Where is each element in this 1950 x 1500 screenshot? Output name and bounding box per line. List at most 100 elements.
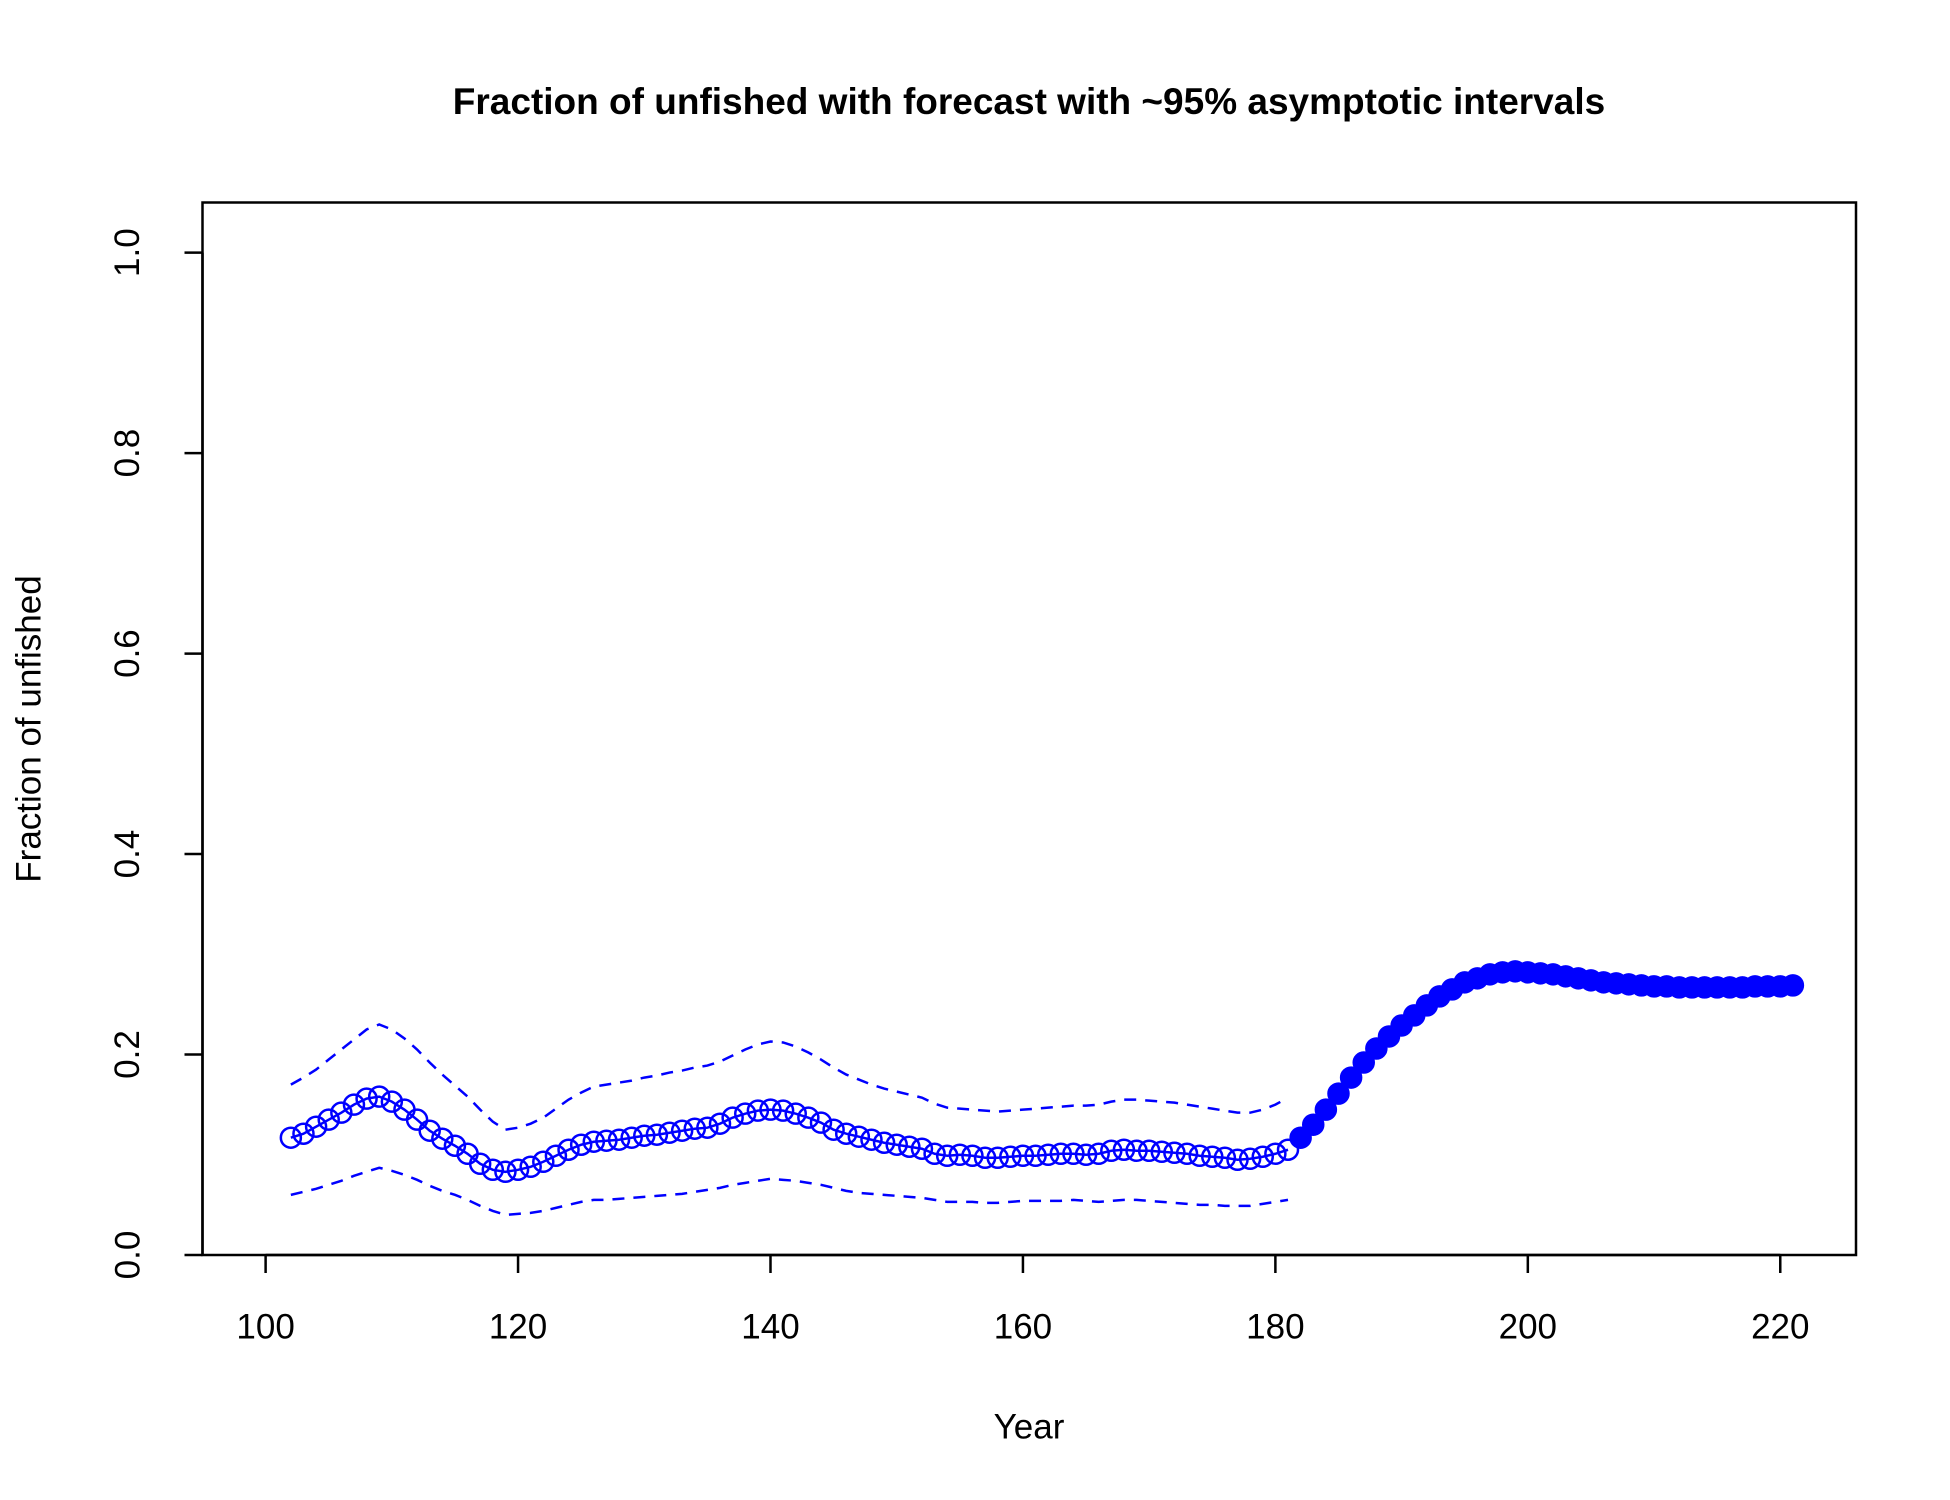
y-tick-label: 0.2 — [108, 1030, 147, 1079]
point-open — [872, 1131, 896, 1154]
point-open — [973, 1146, 997, 1170]
point-open — [645, 1123, 669, 1146]
point-open — [948, 1143, 972, 1167]
point-open — [1036, 1143, 1060, 1167]
point-open — [1125, 1139, 1148, 1163]
point-open — [898, 1135, 921, 1158]
point-open — [443, 1134, 467, 1157]
x-tick-label: 100 — [236, 1307, 294, 1346]
point-open — [481, 1158, 505, 1182]
point-open — [342, 1093, 366, 1116]
point-open — [923, 1142, 946, 1166]
point-open — [721, 1106, 744, 1129]
point-open — [330, 1101, 353, 1124]
point-open — [1137, 1139, 1161, 1163]
point-open — [1062, 1142, 1085, 1166]
point-filled — [1352, 1051, 1375, 1074]
interval-line — [290, 1166, 1289, 1217]
point-open — [1251, 1145, 1275, 1169]
y-tick-label: 0.4 — [108, 830, 147, 879]
point-open — [468, 1152, 492, 1176]
point-open — [834, 1122, 858, 1145]
point-open — [746, 1099, 770, 1122]
point-open — [1276, 1138, 1300, 1161]
point-open — [784, 1102, 807, 1125]
point-open — [1226, 1148, 1249, 1172]
point-open — [304, 1115, 328, 1138]
point-open — [431, 1127, 454, 1150]
point-open — [418, 1119, 441, 1142]
point-open — [910, 1137, 934, 1160]
point-filled — [1781, 974, 1805, 997]
x-tick-label: 140 — [741, 1307, 799, 1346]
point-open — [1049, 1142, 1073, 1166]
point-open — [380, 1090, 404, 1113]
point-open — [582, 1130, 606, 1153]
point-open — [405, 1108, 429, 1131]
point-open — [506, 1158, 530, 1182]
plot-frame — [201, 201, 1858, 1257]
point-open — [809, 1111, 833, 1134]
point-filled — [1327, 1082, 1350, 1105]
point-filled — [1314, 1098, 1338, 1121]
point-open — [1188, 1144, 1211, 1168]
x-tick-label: 120 — [489, 1307, 547, 1346]
point-open — [279, 1126, 303, 1149]
y-tick-label: 0.8 — [108, 429, 147, 478]
point-open — [292, 1122, 315, 1145]
point-filled — [1301, 1113, 1325, 1136]
y-tick-label: 0.6 — [108, 629, 147, 678]
point-open — [696, 1116, 719, 1139]
point-open — [1087, 1142, 1110, 1166]
interval-line — [290, 1023, 1289, 1132]
point-open — [822, 1118, 845, 1141]
point-open — [1011, 1144, 1035, 1168]
point-open — [519, 1155, 542, 1179]
point-open — [797, 1106, 820, 1129]
point-open — [569, 1133, 593, 1156]
point-open — [367, 1085, 391, 1108]
point-open — [1264, 1142, 1287, 1166]
point-open — [532, 1150, 555, 1174]
point-open — [1024, 1144, 1047, 1168]
point-open — [620, 1126, 643, 1149]
point-open — [1163, 1141, 1186, 1165]
point-open — [860, 1128, 883, 1151]
point-open — [595, 1129, 618, 1152]
x-tick-label: 220 — [1751, 1307, 1809, 1346]
point-open — [355, 1087, 378, 1110]
point-open — [847, 1125, 871, 1148]
point-open — [708, 1112, 732, 1135]
point-open — [1112, 1138, 1136, 1161]
point-open — [986, 1146, 1009, 1170]
point-open — [633, 1124, 656, 1147]
point-open — [683, 1117, 707, 1140]
point-open — [1074, 1143, 1098, 1167]
point-open — [935, 1144, 959, 1168]
y-axis-label: Fraction of unfished — [9, 575, 48, 882]
point-open — [670, 1119, 694, 1142]
point-open — [494, 1160, 517, 1184]
point-open — [1213, 1146, 1237, 1170]
point-open — [1201, 1145, 1224, 1169]
point-open — [557, 1138, 580, 1161]
y-tick-label: 1.0 — [108, 228, 147, 277]
point-open — [999, 1145, 1022, 1169]
point-open — [317, 1108, 340, 1131]
point-open — [759, 1098, 782, 1121]
x-axis-label: Year — [994, 1407, 1065, 1446]
point-open — [771, 1099, 795, 1122]
point-open — [607, 1128, 631, 1151]
x-tick-label: 200 — [1499, 1307, 1557, 1346]
point-open — [658, 1121, 681, 1144]
point-open — [1238, 1147, 1262, 1171]
point-open — [734, 1102, 757, 1125]
point-open — [544, 1144, 568, 1168]
point-open — [1175, 1142, 1199, 1166]
x-tick-label: 160 — [994, 1307, 1052, 1346]
x-tick-label: 180 — [1246, 1307, 1304, 1346]
point-open — [1150, 1140, 1174, 1164]
point-open — [885, 1133, 908, 1156]
